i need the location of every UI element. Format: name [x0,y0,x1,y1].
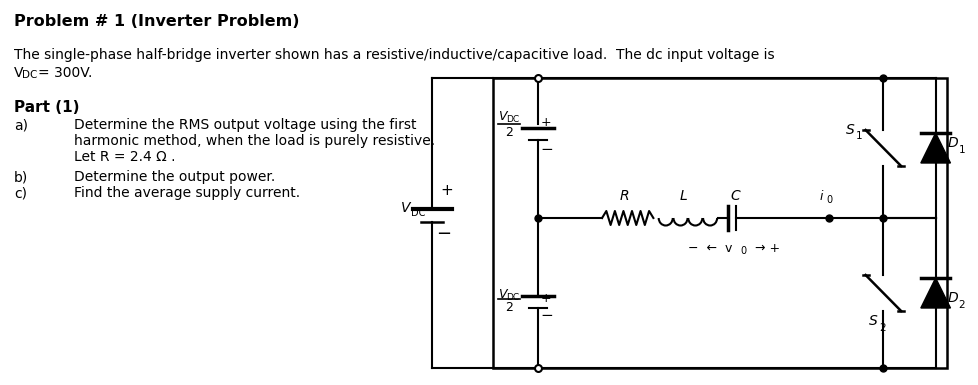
Text: −  ←  v: − ← v [688,241,732,254]
Text: 0: 0 [825,195,831,205]
Text: −: − [436,225,451,243]
Text: = 300V.: = 300V. [38,66,93,80]
Text: → +: → + [746,241,779,254]
Text: Determine the output power.: Determine the output power. [74,170,275,184]
Text: Problem # 1 (Inverter Problem): Problem # 1 (Inverter Problem) [14,14,299,29]
Text: Part (1): Part (1) [14,100,79,115]
Text: i: i [819,189,822,203]
Text: Find the average supply current.: Find the average supply current. [74,186,300,200]
Text: 2: 2 [505,301,512,314]
Polygon shape [920,133,950,163]
Text: D: D [947,291,957,305]
Text: Let R = 2.4 Ω .: Let R = 2.4 Ω . [74,150,175,164]
Text: 2: 2 [878,323,885,333]
Text: V: V [400,201,410,215]
Text: −: − [540,142,553,157]
Text: 2: 2 [957,300,964,310]
Text: L: L [680,189,688,203]
Text: S: S [867,314,876,328]
Text: DC: DC [22,70,37,80]
Text: DC: DC [410,208,424,218]
Text: −: − [540,308,553,323]
Text: R: R [619,189,629,203]
Text: Determine the RMS output voltage using the first: Determine the RMS output voltage using t… [74,118,416,132]
Text: harmonic method, when the load is purely resistive.: harmonic method, when the load is purely… [74,134,434,148]
Text: b): b) [14,170,28,184]
Text: 1: 1 [855,131,862,141]
Text: +: + [540,116,551,129]
Text: 2: 2 [505,126,512,139]
Text: V: V [498,288,507,301]
Text: V: V [14,66,23,80]
Text: V: V [498,110,507,123]
Text: DC: DC [506,293,519,302]
Text: +: + [540,292,551,305]
Text: 0: 0 [739,246,745,256]
Text: C: C [730,189,739,203]
Text: c): c) [14,186,26,200]
Text: 1: 1 [957,145,964,155]
Text: a): a) [14,118,27,132]
Text: +: + [440,182,453,198]
Text: The single-phase half-bridge inverter shown has a resistive/inductive/capacitive: The single-phase half-bridge inverter sh… [14,48,774,62]
Polygon shape [920,278,950,308]
Text: DC: DC [506,115,519,124]
Text: D: D [947,136,957,150]
Text: S: S [845,123,854,137]
